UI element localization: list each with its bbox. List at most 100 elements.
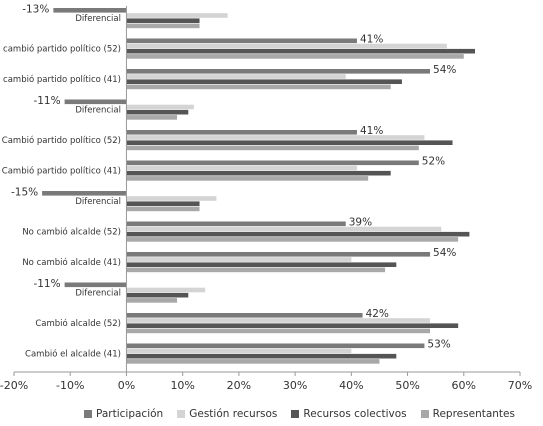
category-label: Cambió partido político (41) — [2, 166, 121, 177]
x-tick-label: 70% — [508, 379, 532, 392]
legend-item: Participación — [84, 408, 163, 420]
legend-swatch — [420, 410, 429, 418]
category-label: Cambió partido político (52) — [2, 135, 121, 146]
legend-label: Participación — [96, 408, 164, 420]
bar-recursos-colectivos-5 — [126, 170, 391, 176]
legend-label: Recursos colectivos — [303, 408, 407, 420]
bar-recursos-colectivos-10 — [126, 323, 459, 328]
bar-recursos-colectivos-11 — [126, 353, 397, 359]
data-label: 41% — [360, 125, 383, 137]
bar-gestión-recursos-0 — [126, 13, 228, 18]
bar-representantes-1 — [126, 54, 464, 59]
bar-participación-9 — [64, 282, 127, 288]
bar-gestión-recursos-10 — [126, 318, 431, 323]
data-label: 54% — [433, 64, 456, 76]
legend-label: Representantes — [432, 408, 515, 420]
bar-recursos-colectivos-7 — [126, 231, 470, 237]
data-labels: -13% 41% 54% -11% 41% 52% -15% 39% 54% -11% 42% 53% — [11, 4, 456, 351]
legend-item: Representantes — [420, 408, 515, 420]
bar-representantes-9 — [126, 298, 178, 303]
bar-gestión-recursos-8 — [126, 257, 352, 262]
category-label: No cambió alcalde (52) — [22, 227, 121, 238]
data-label: -11% — [33, 278, 60, 290]
x-tick-label: 40% — [339, 379, 363, 392]
bar-gestión-recursos-3 — [126, 104, 194, 110]
bar-gestión-recursos-7 — [126, 226, 442, 232]
bar-gestión-recursos-6 — [126, 196, 217, 201]
bar-gestión-recursos-9 — [126, 287, 206, 293]
bar-gestión-recursos-4 — [126, 135, 425, 140]
bar-recursos-colectivos-1 — [126, 48, 476, 54]
bar-representantes-5 — [126, 176, 369, 181]
category-label: No cambió alcalde (41) — [22, 257, 121, 268]
bar-representantes-10 — [126, 328, 431, 334]
bar-recursos-colectivos-9 — [126, 292, 189, 298]
legend-item: Recursos colectivos — [291, 408, 407, 420]
bar-participación-8 — [126, 252, 431, 257]
legend-swatch — [84, 410, 92, 418]
data-label: 52% — [422, 156, 445, 168]
x-tick-label: 10% — [170, 379, 194, 392]
legend-swatch — [177, 410, 186, 418]
bar-representantes-2 — [126, 84, 391, 90]
data-label: 53% — [427, 339, 450, 351]
bar-gestión-recursos-11 — [126, 348, 352, 354]
bar-recursos-colectivos-2 — [126, 79, 402, 84]
data-label: -11% — [33, 95, 60, 107]
bar-recursos-colectivos-8 — [126, 262, 397, 267]
bar-participación-5 — [126, 160, 419, 166]
data-label: 39% — [349, 217, 372, 229]
data-label: 41% — [360, 34, 383, 46]
x-tick-label: 20% — [227, 379, 251, 392]
bar-representantes-7 — [126, 237, 459, 242]
x-tick-label: 30% — [283, 379, 307, 392]
bar-representantes-11 — [126, 359, 380, 364]
category-label: Cambió el alcalde (41) — [25, 349, 121, 360]
bar-gestión-recursos-1 — [126, 43, 447, 49]
x-ticks: -20% -10% 0% 10% 20% 30% 40% 50% 60% 70% — [0, 372, 532, 392]
bar-participación-4 — [126, 130, 357, 135]
category-label: Diferencial — [75, 14, 121, 24]
bar-gestión-recursos-2 — [126, 74, 346, 79]
bar-participación-0 — [53, 8, 127, 13]
bar-participación-10 — [126, 313, 363, 318]
category-label: Diferencial — [75, 289, 121, 299]
bar-representantes-3 — [126, 115, 178, 120]
bar-participación-6 — [42, 191, 127, 196]
legend-item: Gestión recursos — [177, 408, 277, 420]
bar-participación-11 — [126, 343, 425, 349]
data-label: 42% — [366, 308, 389, 320]
x-tick-label: 60% — [452, 379, 476, 392]
legend-swatch — [291, 410, 300, 418]
bar-recursos-colectivos-0 — [126, 18, 200, 23]
category-label: No cambió partido político (52) — [0, 44, 121, 55]
data-label: -13% — [22, 4, 49, 16]
x-tick-label: 50% — [395, 379, 419, 392]
bars-group — [42, 8, 476, 364]
bar-participación-7 — [126, 221, 346, 227]
x-tick-label: 0% — [118, 379, 135, 392]
category-label: Cambió alcalde (52) — [35, 318, 121, 329]
data-label: 54% — [433, 247, 456, 259]
bar-participación-1 — [126, 38, 357, 44]
category-label: Diferencial — [75, 197, 121, 207]
bar-recursos-colectivos-6 — [126, 201, 200, 206]
bar-representantes-0 — [126, 23, 200, 29]
category-labels: Diferencial No cambió partido político (5… — [0, 14, 121, 360]
bar-gestión-recursos-5 — [126, 165, 357, 171]
bar-recursos-colectivos-3 — [126, 109, 189, 115]
x-tick-label: -10% — [56, 379, 84, 392]
bar-participación-3 — [64, 99, 127, 105]
bar-representantes-8 — [126, 267, 386, 273]
legend-label: Gestión recursos — [189, 408, 278, 420]
category-label: Diferencial — [75, 106, 121, 116]
bar-participación-2 — [126, 69, 431, 74]
data-label: -15% — [11, 187, 38, 199]
bar-representantes-6 — [126, 206, 200, 212]
legend: Participación Gestión recursos Recursos co… — [84, 408, 515, 420]
category-label: No cambió partido político (41) — [0, 74, 121, 85]
x-tick-label: -20% — [0, 379, 28, 392]
bar-recursos-colectivos-4 — [126, 140, 453, 145]
bar-representantes-4 — [126, 145, 419, 151]
